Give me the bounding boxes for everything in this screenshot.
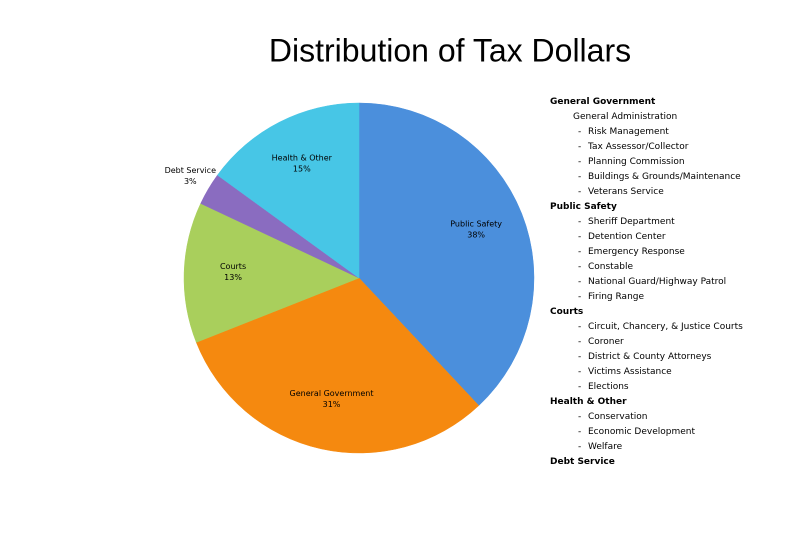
sidebar-item: Sheriff Department <box>550 215 743 230</box>
sidebar-item: Economic Development <box>550 425 743 440</box>
slice-value: 15% <box>293 165 311 174</box>
slice-category: Public Safety <box>450 220 502 229</box>
sidebar-item: Veterans Service <box>550 185 743 200</box>
slice-value: 38% <box>467 231 485 240</box>
sidebar-heading: Public Safety <box>550 202 617 212</box>
sidebar-heading: Health & Other <box>550 397 627 407</box>
sidebar-item: Circuit, Chancery, & Justice Courts <box>550 320 743 335</box>
sidebar-item: Buildings & Grounds/Maintenance <box>550 170 743 185</box>
sidebar-item: Victims Assistance <box>550 365 743 380</box>
sidebar-item: Elections <box>550 380 743 395</box>
pie-slice <box>358 102 535 406</box>
slice-value: 3% <box>184 177 197 186</box>
sidebar-item: District & County Attorneys <box>550 350 743 365</box>
slice-label: Health & Other 15% <box>272 154 333 174</box>
sidebar-item: Firing Range <box>550 290 743 305</box>
sidebar-heading: General Government <box>550 97 656 107</box>
slice-label: Debt Service 3% <box>165 166 216 186</box>
slice-value: 31% <box>323 400 341 409</box>
sidebar-item: Tax Assessor/Collector <box>550 140 743 155</box>
sidebar-item: Detention Center <box>550 230 743 245</box>
pie-slice <box>195 277 480 454</box>
slice-category: Health & Other <box>272 154 333 163</box>
sidebar: General Government General Administration… <box>550 95 743 470</box>
sidebar-item: Conservation <box>550 410 743 425</box>
sidebar-item: Welfare <box>550 440 743 455</box>
chart-title: Distribution of Tax Dollars <box>269 32 631 68</box>
slice-label: Courts 13% <box>220 262 246 282</box>
sidebar-item: Coroner <box>550 335 743 350</box>
slice-label: General Government 31% <box>290 389 374 409</box>
pie-slice <box>217 102 360 279</box>
sidebar-item: National Guard/Highway Patrol <box>550 275 743 290</box>
slice-category: Courts <box>220 262 246 271</box>
slice-category: Debt Service <box>165 166 216 175</box>
pie-slice <box>183 203 360 343</box>
sidebar-item: Risk Management <box>550 125 743 140</box>
sidebar-heading: Courts <box>550 307 584 317</box>
sidebar-item: Planning Commission <box>550 155 743 170</box>
slice-label: Public Safety 38% <box>450 220 502 240</box>
sidebar-heading: Debt Service <box>550 457 615 467</box>
sidebar-subheading: General Administration <box>573 112 678 122</box>
slice-category: General Government <box>290 389 374 398</box>
slice-value: 13% <box>224 273 242 282</box>
sidebar-item: Constable <box>550 260 743 275</box>
sidebar-item: Emergency Response <box>550 245 743 260</box>
